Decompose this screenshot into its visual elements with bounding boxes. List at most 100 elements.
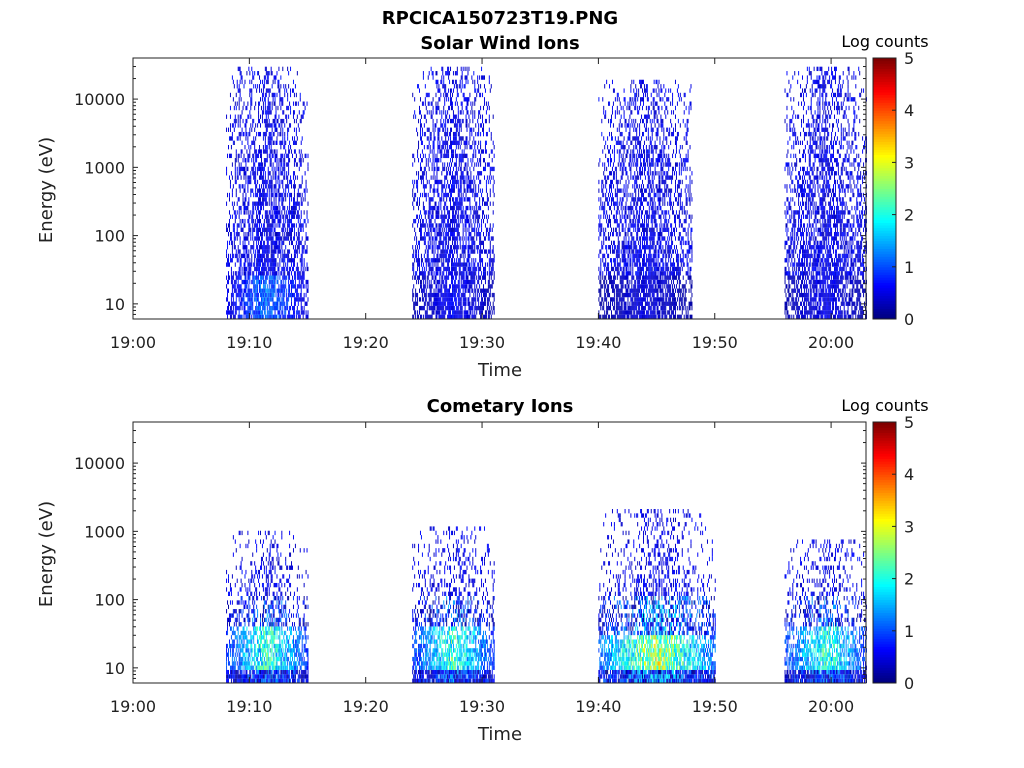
spectrogram-cell bbox=[466, 271, 468, 276]
spectrogram-cell bbox=[454, 310, 456, 315]
spectrogram-cell bbox=[443, 118, 445, 124]
spectrogram-cell bbox=[243, 232, 245, 237]
spectrogram-cell bbox=[237, 249, 239, 254]
spectrogram-cell bbox=[621, 310, 623, 315]
spectrogram-cell bbox=[602, 192, 604, 198]
spectrogram-cell bbox=[246, 279, 248, 285]
spectrogram-cell bbox=[426, 249, 428, 254]
spectrogram-cell bbox=[249, 310, 251, 315]
spectrogram-cell bbox=[485, 288, 487, 293]
spectrogram-cell bbox=[295, 140, 297, 145]
spectrogram-cell bbox=[260, 305, 261, 311]
spectrogram-cell bbox=[230, 297, 232, 302]
spectrogram-cell bbox=[248, 240, 250, 246]
spectrogram-cell bbox=[609, 205, 611, 211]
spectrogram-cell bbox=[302, 158, 304, 163]
spectrogram-cell bbox=[441, 214, 443, 219]
spectrogram-cell bbox=[289, 214, 291, 219]
spectrogram-cell bbox=[230, 314, 232, 319]
spectrogram-cell bbox=[283, 158, 285, 163]
spectrogram-cell bbox=[475, 214, 477, 219]
spectrogram-cell bbox=[454, 288, 456, 293]
spectrogram-cell bbox=[472, 240, 474, 246]
spectrogram-cell bbox=[618, 271, 620, 276]
spectrogram-cell bbox=[289, 288, 291, 293]
spectrogram-cell bbox=[259, 236, 261, 241]
spectrogram-cell bbox=[608, 158, 610, 163]
spectrogram-cell bbox=[604, 232, 606, 237]
spectrogram-cell bbox=[483, 275, 484, 280]
spectrogram-cell bbox=[288, 149, 290, 154]
spectrogram-cell bbox=[445, 71, 447, 76]
spectrogram-cell bbox=[434, 292, 436, 298]
spectrogram-cell bbox=[438, 227, 440, 232]
spectrogram-cell bbox=[270, 314, 272, 319]
spectrogram-cell bbox=[259, 227, 261, 232]
spectrogram-cell bbox=[460, 123, 462, 128]
spectrogram-cell bbox=[250, 297, 252, 302]
spectrogram-cell bbox=[243, 171, 245, 176]
spectrogram-cell bbox=[460, 162, 462, 167]
spectrogram-cell bbox=[617, 266, 619, 272]
spectrogram-cell bbox=[267, 79, 269, 85]
spectrogram-cell bbox=[271, 279, 273, 285]
spectrogram-cell bbox=[415, 232, 417, 237]
spectrogram-cell bbox=[293, 305, 295, 311]
spectrogram-cell bbox=[271, 310, 273, 315]
spectrogram-cell bbox=[228, 271, 229, 276]
spectrogram-cell bbox=[605, 258, 607, 263]
spectrogram-cell bbox=[443, 105, 445, 111]
spectrogram-cell bbox=[461, 75, 463, 80]
spectrogram-cell bbox=[417, 301, 419, 306]
spectrogram-cell bbox=[253, 227, 255, 232]
spectrogram-cell bbox=[238, 297, 240, 302]
spectrogram-cell bbox=[266, 218, 268, 224]
spectrogram-cell bbox=[620, 145, 622, 150]
spectrogram-cell bbox=[247, 292, 249, 298]
spectrogram-cell bbox=[423, 123, 425, 128]
spectrogram-cell bbox=[417, 153, 419, 159]
spectrogram-cell bbox=[479, 292, 481, 298]
spectrogram-cell bbox=[470, 271, 472, 276]
spectrogram-cell bbox=[271, 184, 273, 189]
spectrogram-cell bbox=[480, 301, 482, 306]
spectrogram-cell bbox=[296, 262, 298, 267]
spectrogram-cell bbox=[275, 179, 277, 185]
spectrogram-cell bbox=[252, 201, 254, 206]
spectrogram-cell bbox=[610, 232, 611, 237]
spectrogram-cell bbox=[444, 162, 446, 167]
spectrogram-cell bbox=[427, 92, 429, 98]
spectrogram-cell bbox=[247, 253, 249, 259]
spectrogram-cell bbox=[252, 171, 254, 176]
spectrogram-cell bbox=[263, 223, 265, 228]
spectrogram-cell bbox=[258, 266, 260, 272]
spectrogram-cell bbox=[282, 240, 284, 246]
spectrogram-cell bbox=[251, 279, 253, 285]
spectrogram-cell bbox=[453, 288, 455, 293]
spectrogram-cell bbox=[482, 214, 484, 219]
spectrogram-cell bbox=[437, 271, 439, 276]
spectrogram-cell bbox=[452, 166, 454, 172]
spectrogram-cell bbox=[454, 218, 456, 224]
spectrogram-cell bbox=[465, 136, 467, 141]
spectrogram-cell bbox=[288, 253, 290, 259]
spectrogram-cell bbox=[243, 166, 245, 172]
spectrogram-cell bbox=[231, 240, 233, 246]
spectrogram-cell bbox=[453, 123, 455, 128]
spectrogram-cell bbox=[227, 240, 229, 246]
spectrogram-cell bbox=[454, 71, 456, 76]
spectrogram-cell bbox=[273, 75, 275, 80]
spectrogram-cell bbox=[612, 275, 614, 280]
spectrogram-cell bbox=[228, 310, 230, 315]
spectrogram-cell bbox=[612, 258, 614, 263]
spectrogram-cell bbox=[451, 184, 452, 189]
spectrogram-cell bbox=[269, 223, 271, 228]
spectrogram-cell bbox=[621, 279, 623, 285]
spectrogram-cell bbox=[608, 149, 610, 154]
spectrogram-cell bbox=[239, 188, 241, 193]
spectrogram-cell bbox=[434, 218, 436, 224]
spectrogram-cell bbox=[278, 79, 280, 85]
spectrogram-cell bbox=[303, 110, 305, 115]
spectrogram-cell bbox=[486, 288, 488, 293]
spectrogram-cell bbox=[297, 210, 299, 215]
